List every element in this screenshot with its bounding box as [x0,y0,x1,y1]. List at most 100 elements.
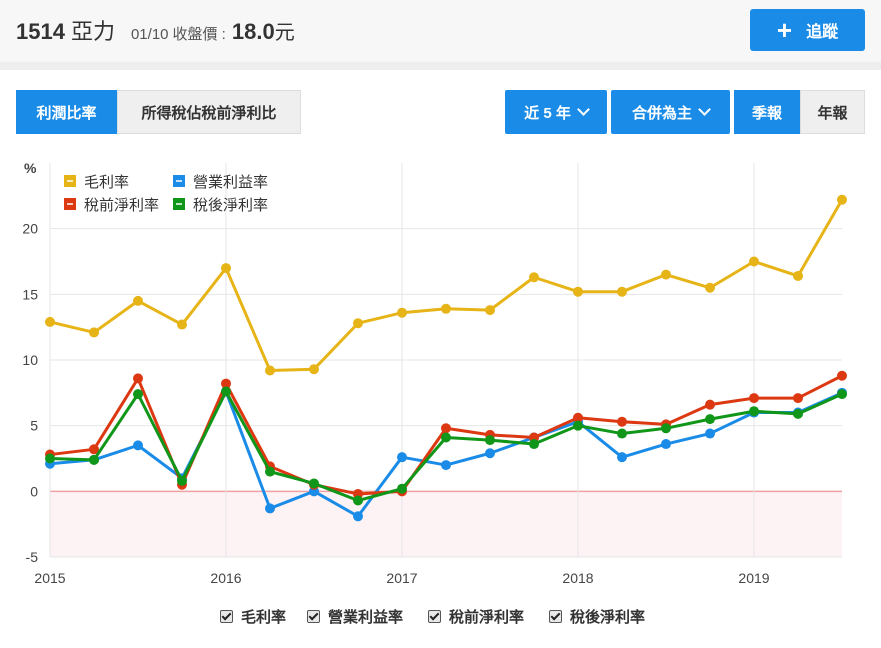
data-point[interactable] [265,365,275,376]
data-point[interactable] [573,420,583,431]
tab-tax-ratio[interactable]: 所得稅佔稅前淨利比 [117,90,301,134]
tab-profit-ratio[interactable]: 利潤比率 [16,90,117,134]
data-point[interactable] [89,454,99,465]
data-point[interactable] [749,406,759,417]
series-toggle-3[interactable]: 稅後淨利率 [549,606,645,627]
data-point[interactable] [177,319,187,330]
data-point[interactable] [221,263,231,274]
x-tick-label: 2019 [738,570,769,586]
series-toggle-1[interactable]: 營業利益率 [307,606,403,627]
annual-button[interactable]: 年報 [800,90,865,134]
x-tick-label: 2015 [34,570,65,586]
tab-profit-ratio-label: 利潤比率 [36,104,97,122]
x-tick-labels: 2015 2016 2017 2018 2019 [34,570,769,586]
data-point[interactable] [441,303,451,314]
data-point[interactable] [705,399,715,410]
data-point[interactable] [441,460,451,471]
data-point[interactable] [485,435,495,446]
data-point[interactable] [661,423,671,434]
data-point[interactable] [793,408,803,419]
y-tick-label: 5 [30,418,38,434]
data-point[interactable] [89,327,99,338]
data-point[interactable] [793,270,803,281]
data-point[interactable] [529,439,539,450]
legend-item[interactable]: 營業利益率 [173,174,268,191]
track-button[interactable]: + 追蹤 [750,9,865,51]
data-point[interactable] [749,256,759,267]
data-point[interactable] [661,269,671,280]
data-point[interactable] [397,483,407,494]
data-point[interactable] [353,495,363,506]
legend-item[interactable]: 毛利率 [64,174,129,191]
legend-item[interactable]: 稅前淨利率 [64,197,159,214]
series-3 [45,386,847,506]
data-point[interactable] [529,272,539,283]
quarterly-button[interactable]: 季報 [734,90,800,134]
track-label: 追蹤 [806,24,839,41]
data-point[interactable] [221,378,231,389]
data-point[interactable] [45,453,55,464]
data-point[interactable] [617,428,627,439]
series-line [49,199,844,373]
legend-label: 營業利益率 [193,174,268,191]
data-point[interactable] [133,373,143,384]
data-point[interactable] [45,316,55,327]
legend-item[interactable]: 稅後淨利率 [173,197,268,214]
close-date: 01/10 [130,26,169,43]
range-dropdown[interactable]: 近 5 年 [505,90,607,134]
data-point[interactable] [837,389,847,400]
data-point[interactable] [353,318,363,329]
consolidation-label: 合併為主 [631,104,692,122]
data-point[interactable] [617,286,627,297]
data-point[interactable] [441,432,451,443]
data-point[interactable] [749,393,759,404]
profit-ratio-chart: % -5 0 5 10 15 20 2015 2016 2017 2018 2019 毛利率 營業利… [22,160,847,586]
header-divider [0,62,881,70]
data-point[interactable] [397,452,407,463]
data-point[interactable] [617,416,627,427]
tab-tax-ratio-label: 所得稅佔稅前淨利比 [141,104,277,122]
data-point[interactable] [441,423,451,434]
series-toggle-label: 稅前淨利率 [449,609,525,626]
data-point[interactable] [485,448,495,459]
checkbox-icon[interactable] [220,610,233,623]
checkbox-icon[interactable] [549,610,562,623]
y-tick-label: -5 [26,549,39,565]
data-point[interactable] [89,444,99,455]
data-point[interactable] [265,466,275,477]
data-point[interactable] [265,503,275,514]
consolidation-dropdown[interactable]: 合併為主 [611,90,730,134]
data-point[interactable] [397,307,407,318]
close-price: 18.0 [231,19,275,44]
data-point[interactable] [705,282,715,293]
data-point[interactable] [221,386,231,397]
data-point[interactable] [133,389,143,400]
data-point[interactable] [177,475,187,486]
data-point[interactable] [705,428,715,439]
data-point[interactable] [837,194,847,205]
data-point[interactable] [133,440,143,451]
data-point[interactable] [353,511,363,522]
checkbox-icon[interactable] [307,610,320,623]
data-point[interactable] [793,393,803,404]
negative-band [50,491,842,557]
data-point[interactable] [573,286,583,297]
data-point[interactable] [617,452,627,463]
data-point[interactable] [133,295,143,306]
data-point[interactable] [573,412,583,423]
series-0 [45,194,847,376]
series-toggle-2[interactable]: 稅前淨利率 [428,606,524,627]
data-point[interactable] [485,305,495,316]
y-unit-label: % [24,160,37,176]
y-tick-label: 10 [22,352,38,368]
data-point[interactable] [837,370,847,381]
x-tick-label: 2018 [562,570,593,586]
data-point[interactable] [661,439,671,450]
annual-label: 年報 [817,104,848,122]
data-point[interactable] [309,478,319,489]
checkbox-icon[interactable] [428,610,441,623]
grid-lines [49,163,842,558]
data-point[interactable] [309,364,319,375]
data-point[interactable] [705,414,715,425]
series-toggle-0[interactable]: 毛利率 [220,606,286,627]
